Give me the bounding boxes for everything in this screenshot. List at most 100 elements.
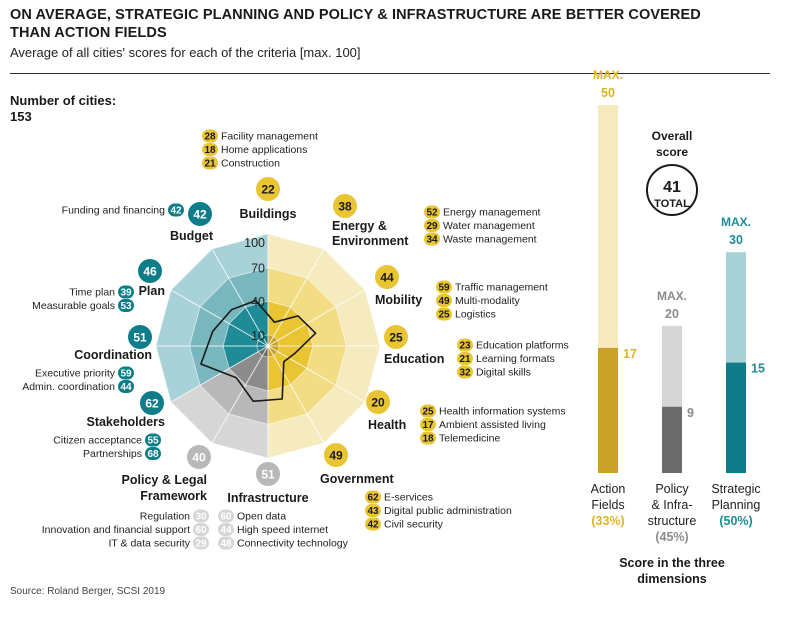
bar-percentage: (33%)	[591, 514, 624, 528]
sub-criterion-value: 21	[204, 159, 216, 170]
sub-criterion-badge	[218, 509, 234, 523]
sub-criterion-badge	[424, 219, 440, 232]
sub-criterion-label: Education platforms	[476, 340, 569, 352]
category-label-budget: Budget	[170, 229, 214, 243]
bar-chart-title: Score in the three	[619, 556, 725, 570]
bar-value-policy	[662, 406, 682, 473]
category-score-government: 49	[324, 443, 348, 467]
category-label-policy-legal-framework: Policy & Legal	[122, 473, 207, 487]
radar-tick-label: 100	[244, 236, 265, 250]
sub-criterion-plan: 39 Time plan	[69, 285, 134, 299]
sub-criterion-value: 21	[459, 354, 471, 365]
category-score-coordination: 51	[128, 325, 152, 349]
sub-criterion-badge	[457, 338, 473, 352]
category-score-energy-environment: 38	[333, 194, 357, 218]
sub-criterion-label: Innovation and financial support	[42, 524, 190, 536]
bar-category-label: Action	[591, 482, 626, 496]
category-score-buildings: 22	[256, 177, 280, 201]
sub-criterion-label: Construction	[221, 158, 280, 170]
category-score-health-value: 20	[371, 395, 385, 409]
overall-score-value: 41	[663, 179, 681, 196]
sub-criterion-badge	[436, 280, 452, 294]
sub-criterion-buildings: 18 Home applications	[202, 143, 307, 156]
sub-criterion-badge	[118, 366, 134, 380]
category-score-energy-environment-circle	[333, 194, 357, 218]
dimension-bar-chart: MAX. 50 17 Action Fields (33%) MAX. 20 9 Policy & …	[591, 68, 765, 586]
source-note: Source: Roland Berger, SCSI 2019	[10, 586, 166, 597]
bar-value-label: 9	[687, 406, 694, 420]
sub-criterion-label: Digital public administration	[384, 505, 512, 517]
sub-criterion-value: 44	[220, 525, 232, 536]
sub-criterion-value: 52	[426, 208, 438, 219]
category-score-buildings-value: 22	[261, 182, 275, 196]
radar-tick-label: 70	[251, 262, 265, 276]
sub-criterion-value: 68	[147, 449, 159, 460]
sub-criterion-label: Connectivity technology	[237, 538, 349, 550]
sub-criterion-value: 18	[204, 145, 216, 156]
bar-category-label: Strategic	[711, 482, 760, 496]
sub-criterion-label: Energy management	[443, 207, 541, 219]
overall-score-label: Overall	[652, 129, 693, 143]
category-score-buildings-circle	[256, 177, 280, 201]
radar-spoke	[170, 289, 269, 347]
sub-criterion-label: Health information systems	[439, 406, 566, 418]
sub-criterion-label: Open data	[237, 511, 286, 523]
sub-criterion-label: Citizen acceptance	[53, 435, 142, 447]
sub-criterion-badge	[218, 536, 234, 550]
bar-value-label: 15	[751, 362, 765, 376]
category-label-energy-environment: Energy &	[332, 219, 387, 233]
sub-criterion-energy-environment: 34 Waste management	[424, 232, 537, 246]
sub-criterion-label: Regulation	[140, 511, 190, 523]
sub-criterion-badge	[145, 433, 161, 447]
category-score-coordination-value: 51	[133, 330, 147, 344]
sub-criterion-policy-legal-framework: 29 IT & data security	[108, 536, 209, 550]
bar-percentage: (45%)	[655, 530, 688, 544]
sub-criterion-label: Logistics	[455, 309, 496, 321]
sub-criterion-badge	[436, 307, 452, 321]
sub-criterion-badge	[168, 203, 184, 217]
sub-criterion-value: 39	[120, 288, 132, 299]
bar-value-label: 17	[623, 347, 637, 361]
sub-criterion-label: Traffic management	[455, 282, 548, 294]
bar-category-label: structure	[648, 514, 697, 528]
sub-criterion-label: Waste management	[443, 234, 537, 246]
sub-criterion-mobility: 59 Traffic management	[436, 280, 548, 294]
sub-criterion-education: 32 Digital skills	[457, 365, 531, 379]
category-score-policy-legal-framework-value: 40	[192, 450, 206, 464]
sub-criterion-badge	[365, 490, 381, 504]
category-score-coordination-circle	[128, 325, 152, 349]
sub-criterion-badge	[424, 232, 440, 246]
radar-spoke	[267, 248, 325, 347]
sub-criterion-label: Funding and financing	[62, 205, 165, 217]
category-score-health: 20	[366, 390, 390, 414]
category-label-government: Government	[320, 472, 394, 486]
sub-criterion-label: Water management	[443, 220, 535, 232]
radar-score-polygon	[200, 299, 317, 403]
sub-criterion-badge	[365, 504, 381, 517]
sub-criterion-value: 18	[422, 434, 434, 445]
sub-criterion-badge	[118, 380, 134, 393]
sub-criterion-coordination: 59 Executive priority	[35, 366, 134, 380]
sub-criterion-government: 42 Civil security	[365, 517, 444, 531]
category-score-plan-value: 46	[143, 264, 157, 278]
category-score-infrastructure: 51	[256, 462, 280, 486]
sub-criterion-energy-environment: 52 Energy management	[424, 205, 541, 219]
sub-criterion-label: IT & data security	[108, 538, 190, 550]
overall-score-label: score	[656, 145, 688, 159]
sub-criterion-badge	[218, 523, 234, 536]
chart-title-line-2: THAN ACTION FIELDS	[10, 25, 167, 41]
sub-criterion-badge	[118, 299, 134, 312]
category-score-education-value: 25	[389, 330, 403, 344]
sub-criterion-value: 49	[438, 296, 450, 307]
sub-criterion-value: 29	[426, 221, 438, 232]
category-label-health: Health	[368, 418, 406, 432]
category-label-mobility: Mobility	[375, 293, 422, 307]
sub-criterion-value: 23	[459, 341, 471, 352]
category-score-budget: 42	[188, 202, 212, 226]
category-score-government-circle	[324, 443, 348, 467]
bar-max-label: MAX.	[657, 289, 687, 303]
sub-criterion-education: 23 Education platforms	[457, 338, 569, 352]
bar-max-value: 20	[665, 307, 679, 321]
sub-criterion-value: 44	[120, 382, 132, 393]
